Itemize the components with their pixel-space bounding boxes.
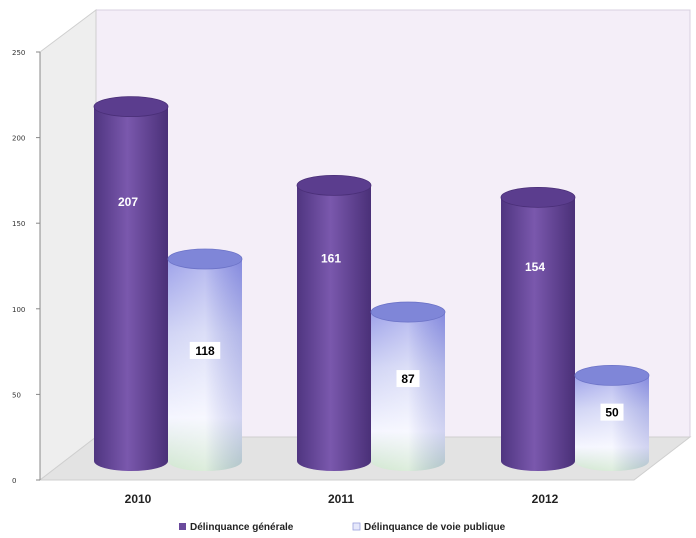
y-axis-ticks: 0 50 100 150 200 250 — [12, 49, 40, 485]
data-label: 207 — [118, 195, 138, 209]
bar-top — [296, 174, 372, 196]
x-tick-label: 2012 — [532, 492, 559, 506]
x-tick-label: 2010 — [125, 492, 152, 506]
data-label: 161 — [321, 252, 341, 266]
bar-body-shade — [168, 258, 242, 471]
x-tick-label: 2011 — [328, 492, 354, 506]
bar-body-shade — [371, 312, 445, 471]
side-wall-plane — [39, 9, 97, 482]
bar-top — [370, 301, 446, 323]
y-tick-label: 150 — [12, 220, 25, 228]
y-tick-label: 200 — [12, 135, 25, 143]
bar-top — [93, 96, 169, 118]
bar-top — [500, 186, 576, 208]
data-label-box — [600, 403, 624, 421]
y-tick-label: 100 — [12, 306, 25, 314]
data-label: 87 — [401, 372, 415, 386]
bar-voie-publique: 87 — [370, 301, 446, 471]
bar-generale: 207 — [93, 96, 169, 471]
bar-top — [574, 364, 650, 386]
y-tick-label: 50 — [12, 391, 21, 399]
bars: 207 118 161 87 154 50 — [93, 96, 650, 472]
bar-generale: 161 — [296, 174, 372, 472]
legend-swatch-voie — [352, 522, 361, 531]
data-label-box — [396, 370, 420, 388]
data-label: 154 — [525, 260, 545, 274]
bar-body — [297, 185, 371, 472]
data-label: 50 — [605, 406, 619, 420]
bar-top — [167, 248, 243, 270]
y-tick-label: 250 — [12, 49, 25, 57]
bar-voie-publique: 118 — [167, 248, 243, 471]
bar-body — [94, 106, 168, 471]
legend-label-generale: Délinquance générale — [190, 522, 294, 533]
legend-swatch-generale — [179, 523, 186, 530]
y-tick-label: 0 — [12, 477, 16, 485]
x-axis-ticks: 2010 2011 2012 — [125, 492, 559, 506]
bar-body-shade — [575, 375, 649, 471]
bar-body — [501, 197, 575, 472]
legend-label-voie: Délinquance de voie publique — [364, 522, 506, 533]
data-label: 118 — [195, 344, 215, 358]
data-label-box — [189, 341, 221, 359]
bar-voie-publique: 50 — [574, 364, 650, 471]
legend: Délinquance générale Délinquance de voie… — [179, 522, 506, 533]
bar-generale: 154 — [500, 186, 576, 472]
